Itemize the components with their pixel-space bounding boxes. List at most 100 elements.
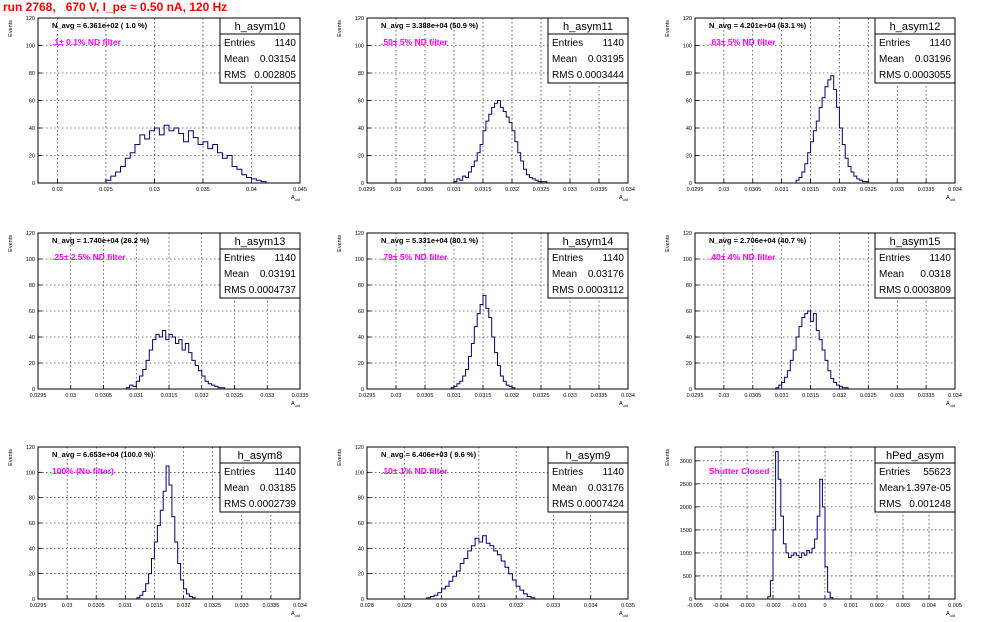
x-tick-label: 0.0295: [687, 393, 704, 399]
stats-box: [874, 17, 956, 84]
stat-label-entries: Entries: [879, 467, 910, 478]
y-tick-label: 60: [29, 309, 35, 315]
x-tick-label: 0.004: [922, 603, 936, 609]
x-tick-label: 0.032: [195, 393, 209, 399]
y-axis-label: Events: [8, 20, 14, 37]
stats-box: [547, 446, 629, 513]
x-tick-label: 0.03: [65, 393, 76, 399]
stat-value-mean: 0.03154: [260, 54, 297, 65]
histogram-panel-h_asym12: 0.0295 0.03 0.0305 0.031 0.0315 0.032 0.0325 0.…: [665, 16, 962, 202]
stat-label-entries: Entries: [224, 467, 255, 478]
y-tick-label: 120: [26, 16, 35, 22]
y-tick-label: 80: [358, 496, 364, 502]
stat-value-mean: 0.03191: [260, 269, 297, 280]
stat-value-entries: 1140: [274, 38, 296, 49]
navg-text: N_avg = 6.406e+03 ( 9.6 %): [381, 450, 477, 459]
stat-label-mean: Mean: [224, 269, 249, 280]
navg-text: N_avg = 6.361e+02 ( 1.0 %): [52, 21, 148, 30]
x-tick-label: 0.03: [391, 393, 402, 399]
y-tick-label: 0: [361, 597, 364, 603]
x-tick-label: 0.0295: [359, 187, 376, 193]
filter-note: .40± 4% ND filter: [709, 252, 776, 262]
y-tick-label: 40: [358, 335, 364, 341]
y-tick-label: 120: [355, 16, 364, 22]
x-tick-label: 0.0295: [30, 393, 47, 399]
y-tick-label: 100: [683, 44, 692, 50]
stat-label-mean: Mean: [552, 269, 577, 280]
filter-note: .50± 5% ND filter: [381, 37, 448, 47]
y-tick-label: 1000: [680, 551, 692, 557]
x-tick-label: 0.032: [509, 603, 523, 609]
histogram-name: h_asym10: [235, 21, 286, 33]
stat-value-entries: 1140: [602, 467, 624, 478]
y-axis-label: Events: [665, 449, 671, 466]
histogram-line: [125, 330, 226, 389]
filter-note: .63± 5% ND filter: [709, 37, 776, 47]
y-tick-label: 20: [358, 361, 364, 367]
x-tick-label: 0.028: [360, 603, 374, 609]
filter-note: Shutter Closed: [709, 466, 769, 476]
stat-label-entries: Entries: [552, 253, 583, 264]
y-tick-label: 80: [29, 283, 35, 289]
y-tick-label: 40: [29, 546, 35, 552]
x-tick-label: 0.0315: [802, 187, 819, 193]
histogram-panel-h_asym15: 0.0295 0.03 0.0305 0.031 0.0315 0.032 0.0325 0.…: [665, 231, 962, 408]
stat-label-rms: RMS: [224, 499, 247, 510]
x-tick-label: 0.0335: [918, 187, 935, 193]
stat-label-rms: RMS: [879, 70, 902, 81]
stat-value-rms: 0.0003444: [577, 70, 625, 81]
y-tick-label: 60: [29, 521, 35, 527]
histogram-line: [450, 294, 516, 389]
x-tick-label: 0.0335: [918, 393, 935, 399]
y-axis-label: Events: [8, 449, 14, 466]
x-tick-label: 0.0335: [591, 187, 608, 193]
x-tick-label: 0.03: [436, 603, 447, 609]
stat-label-rms: RMS: [224, 70, 247, 81]
y-tick-label: 60: [358, 309, 364, 315]
x-tick-label: 0.0305: [744, 393, 761, 399]
histogram-name: h_asym13: [235, 236, 286, 248]
y-tick-label: 20: [686, 361, 692, 367]
y-tick-label: 2500: [680, 482, 692, 488]
histogram-line: [426, 535, 536, 599]
x-tick-label: 0.0325: [204, 603, 221, 609]
y-tick-label: 100: [355, 44, 364, 50]
x-tick-label: -0.002: [765, 603, 781, 609]
histogram-panel-hPed_asym: -0.005 -0.004 -0.003 -0.002 -0.001 0 0.001 0.00…: [665, 446, 962, 618]
x-tick-label: 0.0305: [95, 393, 112, 399]
x-tick-label: 0.03: [62, 603, 73, 609]
y-axis-label: Events: [665, 20, 671, 37]
stats-box: [219, 232, 301, 299]
stats-box: [874, 446, 956, 513]
y-axis-label: Events: [337, 235, 343, 252]
y-tick-label: 80: [29, 71, 35, 77]
x-tick-label: 0.033: [547, 603, 561, 609]
x-axis-label: Auid: [291, 401, 300, 408]
x-tick-label: 0.0335: [292, 393, 309, 399]
x-tick-label: 0.035: [196, 187, 210, 193]
histogram-name: h_asym9: [566, 450, 611, 462]
x-tick-label: 0.033: [563, 393, 577, 399]
x-axis-label: Auid: [946, 611, 955, 618]
x-tick-label: 0.031: [447, 187, 461, 193]
y-tick-label: 80: [29, 496, 35, 502]
histogram-name: hPed_asym: [886, 450, 944, 462]
x-tick-label: 0.04: [246, 187, 257, 193]
navg-text: N_avg = 2.706e+04 (40.7 %): [709, 236, 807, 245]
stat-value-rms: 0.0002739: [249, 499, 297, 510]
stat-value-mean: 0.03196: [915, 54, 952, 65]
y-tick-label: 0: [689, 181, 692, 187]
histogram-name: h_asym11: [563, 21, 613, 33]
y-tick-label: 100: [355, 257, 364, 263]
stat-label-mean: Mean: [224, 483, 249, 494]
navg-text: N_avg = 6.653e+04 (100.0 %): [52, 450, 154, 459]
x-tick-label: 0.0295: [30, 603, 47, 609]
stat-value-entries: 1140: [274, 467, 296, 478]
y-tick-label: 3000: [680, 459, 692, 465]
x-axis-label: Auid: [946, 401, 955, 408]
y-tick-label: 120: [683, 16, 692, 22]
x-tick-label: 0.033: [890, 187, 904, 193]
stat-value-mean: 0.03195: [588, 54, 625, 65]
x-tick-label: 0.005: [948, 603, 962, 609]
x-tick-label: -0.004: [713, 603, 729, 609]
